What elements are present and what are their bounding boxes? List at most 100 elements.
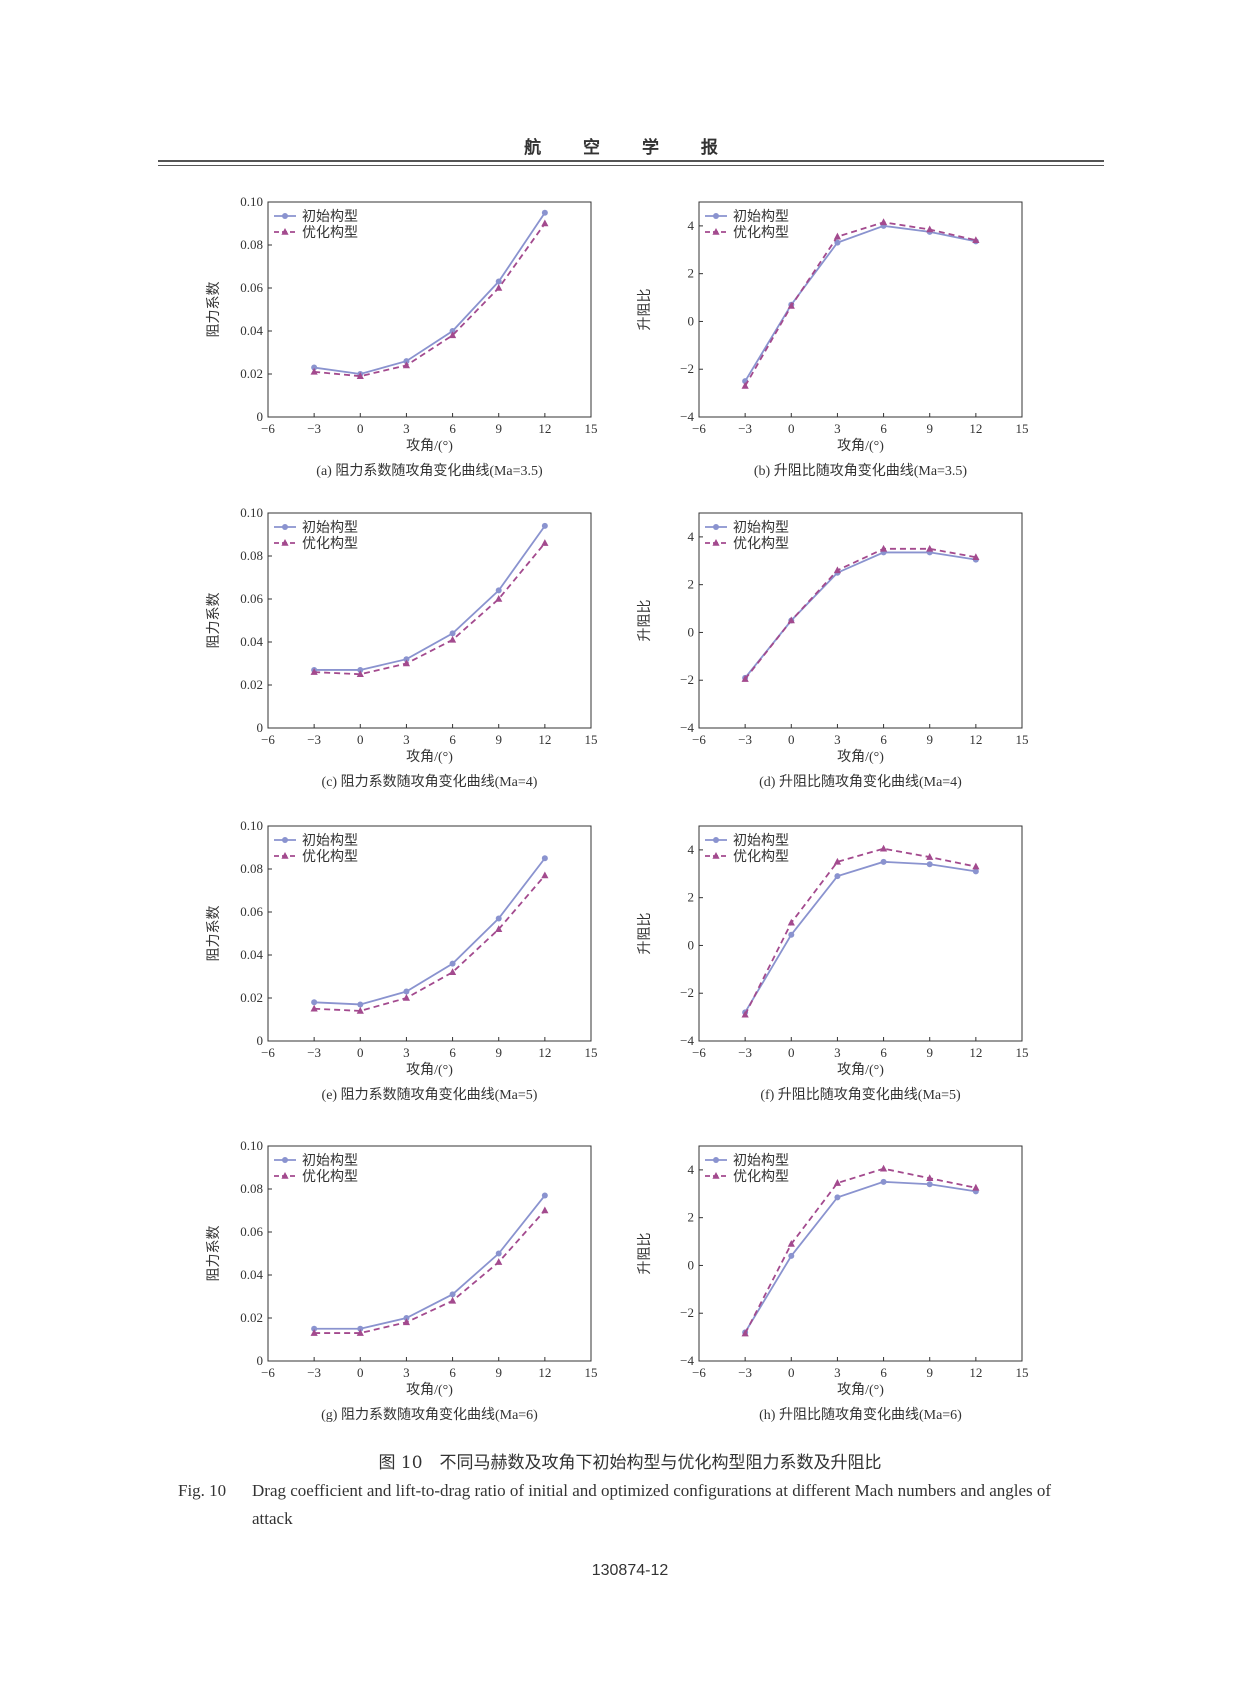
series-line-optimized bbox=[314, 1209, 546, 1334]
x-tick-label: 0 bbox=[357, 1365, 364, 1380]
data-point-optimized bbox=[879, 544, 888, 552]
data-point-optimized bbox=[972, 1183, 980, 1191]
data-point-optimized bbox=[356, 1006, 364, 1014]
x-tick-label: 0 bbox=[788, 732, 795, 747]
data-point-optimized bbox=[926, 1174, 934, 1182]
y-tick-label: 0.04 bbox=[240, 323, 263, 338]
legend-label-initial: 初始构型 bbox=[302, 832, 358, 849]
y-tick-label: 2 bbox=[688, 890, 695, 905]
y-axis-label: 升阻比 bbox=[637, 600, 653, 642]
data-point-optimized bbox=[448, 331, 457, 339]
data-point-initial bbox=[403, 1315, 410, 1321]
panel-caption: (d) 升阻比随攻角变化曲线(Ma=4) bbox=[759, 774, 962, 790]
x-tick-label: 12 bbox=[969, 1045, 982, 1060]
page-number: 130874-12 bbox=[591, 1562, 669, 1579]
y-tick-label: 4 bbox=[688, 529, 695, 544]
x-tick-label: 3 bbox=[403, 732, 410, 747]
x-tick-label: 12 bbox=[538, 421, 551, 436]
legend-marker-optimized bbox=[281, 539, 289, 546]
series-line-initial bbox=[744, 860, 976, 1013]
x-axis-label: 攻角/(°) bbox=[837, 1062, 884, 1078]
x-tick-label: −3 bbox=[738, 1045, 752, 1060]
series-line-optimized bbox=[314, 874, 546, 1012]
data-point-initial bbox=[541, 209, 548, 216]
panel-caption: (b) 升阻比随攻角变化曲线(Ma=3.5) bbox=[754, 463, 968, 479]
x-tick-label: 3 bbox=[403, 1045, 410, 1060]
data-point-initial bbox=[449, 960, 456, 967]
x-tick-label: 6 bbox=[449, 1045, 456, 1060]
series-line-optimized bbox=[744, 1167, 977, 1334]
y-axis-label: 阻力系数 bbox=[206, 282, 222, 338]
x-tick-label: 0 bbox=[788, 1365, 795, 1380]
y-tick-label: 0.08 bbox=[240, 861, 263, 876]
x-tick-label: 15 bbox=[585, 1045, 598, 1060]
x-tick-label: 12 bbox=[538, 732, 551, 747]
x-tick-label: −6 bbox=[692, 732, 706, 747]
data-point-initial bbox=[788, 1252, 795, 1259]
data-point-optimized bbox=[541, 871, 549, 879]
y-tick-label: 0.02 bbox=[240, 366, 263, 381]
data-point-optimized bbox=[787, 616, 795, 624]
data-point-optimized bbox=[879, 1164, 888, 1172]
x-tick-label: 12 bbox=[969, 421, 982, 436]
chart-b: −6 −3 0 3 6 9 12 15 −4 −2 0 2 4 攻角/(°) 升阻比 (b) 升阻比随攻角变化… bbox=[637, 201, 1029, 479]
x-tick-label: 9 bbox=[926, 1365, 933, 1380]
legend-label-initial: 初始构型 bbox=[733, 1152, 789, 1169]
data-point-initial bbox=[834, 239, 841, 246]
panel-caption: (g) 阻力系数随攻角变化曲线(Ma=6) bbox=[321, 1407, 538, 1423]
x-tick-label: 12 bbox=[538, 1365, 551, 1380]
legend-label-optimized: 优化构型 bbox=[733, 225, 789, 241]
series-line-initial bbox=[314, 212, 546, 375]
data-point-initial bbox=[541, 522, 548, 529]
data-point-optimized bbox=[787, 918, 795, 926]
x-tick-label: −3 bbox=[307, 1045, 321, 1060]
data-point-optimized bbox=[741, 1010, 749, 1018]
plot-frame bbox=[267, 825, 592, 1042]
chart-d: −6 −3 0 3 6 9 12 15 −4 −2 0 2 4 攻角/(°) 升阻比 (d) 升阻比随攻角变化… bbox=[637, 512, 1029, 790]
data-point-optimized bbox=[833, 232, 842, 240]
x-tick-label: 0 bbox=[357, 421, 364, 436]
y-tick-label: 0 bbox=[257, 1353, 264, 1368]
x-tick-label: 0 bbox=[357, 1045, 364, 1060]
data-point-optimized bbox=[833, 857, 842, 865]
data-point-initial bbox=[449, 1291, 456, 1298]
series-line-initial bbox=[744, 1180, 976, 1333]
y-tick-label: 0.06 bbox=[240, 591, 263, 606]
x-tick-label: −6 bbox=[261, 1045, 275, 1060]
chart-c: −6 −3 0 3 6 9 12 15 0 0.02 0.04 0.06 0.08 0.10 攻角/(°) 阻… bbox=[206, 505, 598, 790]
series-line-optimized bbox=[744, 547, 977, 680]
data-point-initial bbox=[972, 868, 979, 875]
data-point-initial bbox=[357, 666, 364, 673]
data-point-optimized bbox=[833, 566, 842, 574]
legend-label-optimized: 优化构型 bbox=[733, 849, 789, 865]
legend-marker-initial bbox=[282, 837, 288, 843]
x-tick-label: −3 bbox=[738, 732, 752, 747]
x-tick-label: 12 bbox=[969, 1365, 982, 1380]
legend-label-initial: 初始构型 bbox=[302, 519, 358, 536]
data-point-optimized bbox=[787, 301, 795, 309]
x-tick-label: −6 bbox=[692, 1365, 706, 1380]
data-point-initial bbox=[834, 873, 841, 880]
data-point-initial bbox=[541, 1192, 548, 1199]
y-axis-label: 阻力系数 bbox=[206, 593, 222, 649]
x-tick-label: 9 bbox=[495, 1045, 502, 1060]
panel-caption: (c) 阻力系数随攻角变化曲线(Ma=4) bbox=[322, 774, 538, 790]
x-tick-label: 6 bbox=[880, 1045, 887, 1060]
x-axis-label: 攻角/(°) bbox=[837, 438, 884, 454]
y-tick-label: −4 bbox=[680, 1033, 694, 1048]
x-tick-label: 9 bbox=[926, 732, 933, 747]
legend-label-optimized: 优化构型 bbox=[302, 225, 358, 241]
legend-label-optimized: 优化构型 bbox=[733, 1169, 789, 1185]
x-tick-label: 9 bbox=[495, 1365, 502, 1380]
y-tick-label: 0.10 bbox=[240, 194, 263, 209]
x-axis-label: 攻角/(°) bbox=[837, 1382, 884, 1398]
data-point-initial bbox=[541, 855, 548, 862]
y-tick-label: 0.10 bbox=[240, 505, 263, 520]
y-tick-label: 0.10 bbox=[240, 1138, 263, 1153]
figure-caption-en-text: Drag coefficient and lift-to-drag ratio … bbox=[252, 1481, 1052, 1528]
x-tick-label: 0 bbox=[788, 421, 795, 436]
legend-label-initial: 初始构型 bbox=[302, 208, 358, 225]
y-tick-label: 0 bbox=[257, 720, 264, 735]
x-tick-label: 0 bbox=[788, 1045, 795, 1060]
data-point-initial bbox=[357, 1325, 364, 1332]
